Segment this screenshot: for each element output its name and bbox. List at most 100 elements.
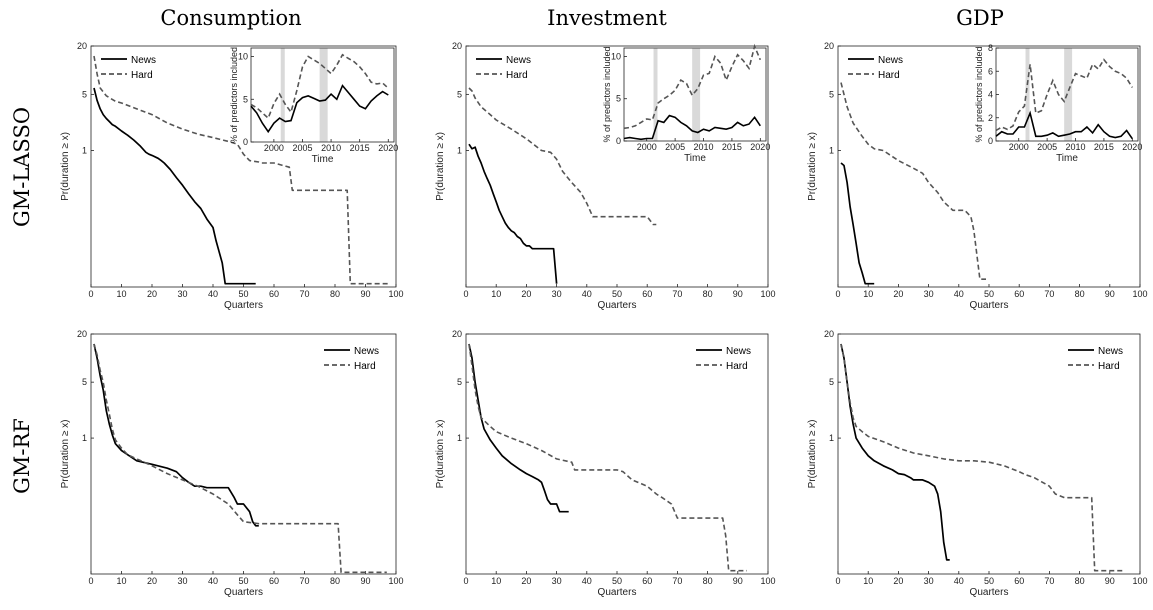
x-tick-label: 50 [984,289,994,299]
y-tick-label: 20 [77,41,87,51]
x-axis-label: Quarters [970,300,1009,311]
x-tick-label: 30 [552,289,562,299]
inset-x-tick-label: 2000 [637,142,657,152]
inset-x-tick-label: 2015 [1094,142,1114,152]
chart-panel: 0 10 20 30 40 50 60 70 80 90 1001520QuartersPr(dur… [807,41,1148,311]
x-tick-label: 20 [521,289,531,299]
legend-label-hard: Hard [878,70,900,81]
x-tick-label: 10 [863,289,873,299]
x-tick-label: 90 [360,289,370,299]
y-axis-label: Pr(duration ≥ x) [60,132,71,201]
x-tick-label: 80 [1075,289,1085,299]
chart-panel: 0 10 20 30 40 50 60 70 80 90 1001520QuartersPr(dur… [807,329,1148,598]
x-tick-label: 70 [1044,576,1054,586]
x-tick-label: 90 [733,576,743,586]
inset-y-tick-label: 0 [616,136,621,146]
legend-label-hard: Hard [131,70,153,81]
chart-panel: 0 10 20 30 40 50 60 70 80 90 1001520QuartersPr(dur… [435,329,776,598]
inset-x-tick-label: 2020 [750,142,770,152]
series-line-news [468,343,569,513]
series-line-news [840,343,950,561]
x-tick-label: 10 [116,289,126,299]
x-tick-label: 60 [1014,289,1024,299]
x-tick-label: 0 [835,289,840,299]
x-tick-label: 50 [238,289,248,299]
chart-panel: 0 10 20 30 40 50 60 70 80 90 1001520QuartersPr(dur… [435,41,776,311]
series-line-hard [468,87,657,226]
series-line-hard [468,343,747,572]
x-tick-label: 100 [388,576,403,586]
inset-series-hard [995,58,1133,132]
recession-band [319,48,328,142]
legend-label-news: News [131,55,156,66]
plot-area [837,333,1141,575]
inset-x-tick-label: 2010 [321,143,341,153]
x-tick-label: 30 [552,576,562,586]
y-tick-label: 5 [829,89,834,99]
series-line-hard [93,55,390,285]
y-tick-label: 5 [82,377,87,387]
inset-y-tick-label: 5 [616,94,621,104]
y-tick-label: 5 [82,89,87,99]
x-tick-label: 60 [1014,576,1024,586]
x-tick-label: 80 [703,576,713,586]
x-axis-label: Quarters [598,300,637,311]
x-tick-label: 40 [582,289,592,299]
row-title-gm-lasso: GM-LASSO [10,107,34,227]
inset-y-axis-label: % of predictors included [602,46,612,142]
inset-x-tick-label: 2000 [1009,142,1029,152]
x-axis-label: Quarters [970,587,1009,598]
x-tick-label: 0 [835,576,840,586]
x-tick-label: 80 [330,289,340,299]
y-axis-label: Pr(duration ≥ x) [60,420,71,489]
y-tick-label: 20 [452,41,462,51]
y-axis-label: Pr(duration ≥ x) [807,420,818,489]
inset-plot-area [623,47,767,142]
x-tick-label: 10 [116,576,126,586]
inset-chart: 2000 2005 2010 2015 2020 0 2 4 6 8 Time % of predic… [974,43,1142,164]
plot-area [90,333,397,575]
legend-label-news: News [506,55,531,66]
column-title-gdp: GDP [956,6,1004,30]
x-tick-label: 70 [299,289,309,299]
inset-x-axis-label: Time [1056,153,1078,164]
x-axis-label: Quarters [224,300,263,311]
recession-band [653,48,658,141]
x-tick-label: 60 [642,576,652,586]
x-tick-label: 100 [388,289,403,299]
inset-series-hard [623,43,762,130]
legend-label-hard: Hard [726,361,748,372]
x-tick-label: 20 [893,289,903,299]
series-line-news [93,87,256,285]
inset-y-tick-label: 4 [988,90,993,100]
inset-series-hard [250,53,389,120]
x-tick-label: 30 [924,289,934,299]
legend-label-hard: Hard [1098,361,1120,372]
series-line-news [840,162,875,285]
plot-area [465,333,769,575]
inset-x-tick-label: 2020 [378,143,398,153]
inset-y-tick-label: 6 [988,66,993,76]
y-tick-label: 5 [457,377,462,387]
legend-label-hard: Hard [506,70,528,81]
x-tick-label: 20 [521,576,531,586]
x-tick-label: 60 [269,289,279,299]
y-tick-label: 20 [824,329,834,339]
inset-x-tick-label: 2005 [1037,142,1057,152]
recession-band [280,48,285,142]
x-tick-label: 30 [924,576,934,586]
x-tick-label: 70 [1044,289,1054,299]
x-tick-label: 60 [642,289,652,299]
x-tick-label: 50 [612,576,622,586]
y-tick-label: 20 [77,329,87,339]
legend-label-news: News [878,55,903,66]
x-tick-label: 50 [612,289,622,299]
x-tick-label: 90 [360,576,370,586]
x-tick-label: 0 [88,576,93,586]
series-line-hard [93,343,387,574]
y-axis-label: Pr(duration ≥ x) [435,420,446,489]
column-title-consumption: Consumption [160,6,301,30]
legend-label-news: News [1098,346,1123,357]
x-tick-label: 90 [1105,576,1115,586]
